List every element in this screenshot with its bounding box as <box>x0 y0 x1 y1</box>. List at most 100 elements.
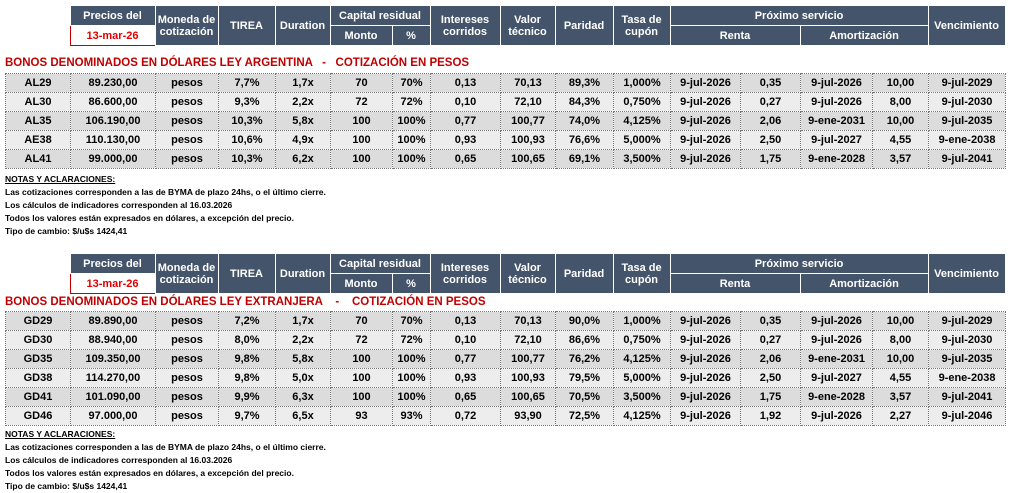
data-cell: 1,7x <box>275 73 331 93</box>
data-cell: 9-jul-2027 <box>800 130 873 150</box>
data-cell: 2,2x <box>275 92 331 112</box>
data-cell: 93 <box>330 406 393 426</box>
header-table: Precios del Moneda de cotización TIREA Dura… <box>5 253 1006 294</box>
data-cell: pesos <box>155 130 219 150</box>
data-cell: 9-jul-2026 <box>800 406 873 426</box>
data-cell: 72 <box>330 330 393 350</box>
data-row: AE38 110.130,00 pesos 10,6% 4,9x 100 100% 0,93 1… <box>5 130 1006 150</box>
data-cell: 70 <box>330 73 393 93</box>
data-cell: 9-ene-2028 <box>800 149 873 169</box>
data-cell: 100% <box>392 111 431 131</box>
data-cell: 76,2% <box>555 349 614 369</box>
data-cell: 72% <box>392 92 431 112</box>
data-cell: 9-jul-2029 <box>928 73 1006 93</box>
data-cell: 9-jul-2026 <box>800 92 873 112</box>
header-cell <box>5 273 70 294</box>
data-cell: 114.270,00 <box>70 368 156 388</box>
header-cell: Moneda de cotización <box>154 5 219 46</box>
data-cell: 9-jul-2026 <box>670 311 741 331</box>
header-cell: Precios del <box>69 253 156 274</box>
data-cell: 1,000% <box>613 311 671 331</box>
data-cell: 3,500% <box>613 149 671 169</box>
header-cell: Monto <box>329 273 393 294</box>
data-cell: 9-jul-2035 <box>928 349 1006 369</box>
data-cell: 72,5% <box>555 406 614 426</box>
data-cell: 0,93 <box>430 368 501 388</box>
data-cell: 6,3x <box>275 387 331 407</box>
header-table: Precios del Moneda de cotización TIREA Dura… <box>5 5 1006 46</box>
data-cell: 100% <box>392 368 431 388</box>
data-cell: GD41 <box>5 387 71 407</box>
data-cell: 2,27 <box>872 406 929 426</box>
data-cell: pesos <box>155 111 219 131</box>
data-cell: 9,8% <box>218 368 276 388</box>
header-cell: Intereses corridos <box>429 253 501 294</box>
data-cell: 79,5% <box>555 368 614 388</box>
data-cell: 72 <box>330 92 393 112</box>
note-line: Las cotizaciones corresponden a las de B… <box>5 187 326 197</box>
data-cell: 3,57 <box>872 387 929 407</box>
data-cell: 100 <box>330 387 393 407</box>
data-cell: 10,00 <box>872 73 929 93</box>
data-cell: 9-jul-2041 <box>928 387 1006 407</box>
data-cell: 1,75 <box>740 387 801 407</box>
data-row: AL30 86.600,00 pesos 9,3% 2,2x 72 72% 0,10 72,10… <box>5 92 1006 112</box>
data-cell: 0,35 <box>740 73 801 93</box>
data-cell: 4,9x <box>275 130 331 150</box>
data-cell: 100 <box>330 130 393 150</box>
header-row: 13-mar-26 Monto% Renta Amortización <box>5 25 1005 46</box>
data-cell: 0,72 <box>430 406 501 426</box>
data-cell: 8,00 <box>872 92 929 112</box>
header-cell: Vencimiento <box>927 5 1006 46</box>
data-cell: 9-ene-2038 <box>928 130 1006 150</box>
data-cell: 4,55 <box>872 130 929 150</box>
data-cell: 0,77 <box>430 111 501 131</box>
data-cell: 3,57 <box>872 149 929 169</box>
header-cell: TIREA <box>217 5 276 46</box>
note-line: Tipo de cambio: $/u$s 1424,41 <box>5 481 128 491</box>
data-cell: AL41 <box>5 149 71 169</box>
data-cell: 10,3% <box>218 111 276 131</box>
data-cell: 9,7% <box>218 406 276 426</box>
data-cell: 100 <box>330 111 393 131</box>
data-cell: 70,13 <box>500 311 556 331</box>
header-cell: Monto <box>329 25 393 46</box>
header-cell: Precios del <box>69 5 156 26</box>
data-cell: 100 <box>330 368 393 388</box>
section-title: BONOS DENOMINADOS EN DÓLARES LEY EXTRANJ… <box>5 296 486 308</box>
data-cell: pesos <box>155 330 219 350</box>
data-cell: 0,93 <box>430 130 501 150</box>
header-cell: Moneda de cotización <box>154 253 219 294</box>
data-cell: 10,00 <box>872 349 929 369</box>
data-cell: pesos <box>155 387 219 407</box>
data-cell: 70,13 <box>500 73 556 93</box>
data-cell: 86,6% <box>555 330 614 350</box>
data-cell: 0,750% <box>613 92 671 112</box>
data-cell: 100,77 <box>500 111 556 131</box>
data-cell: 84,3% <box>555 92 614 112</box>
header-cell: Próximo servicio <box>669 253 929 274</box>
data-cell: 9-jul-2026 <box>800 311 873 331</box>
data-cell: pesos <box>155 311 219 331</box>
data-row: GD38 114.270,00 pesos 9,8% 5,0x 100 100% 0,93 10… <box>5 368 1006 388</box>
data-cell: 9-jul-2030 <box>928 92 1006 112</box>
note-line: Las cotizaciones corresponden a las de B… <box>5 442 326 452</box>
header-cell: Intereses corridos <box>429 5 501 46</box>
data-cell: 1,7x <box>275 311 331 331</box>
note-line: Los cálculos de indicadores corresponden… <box>5 455 233 465</box>
data-cell: 70,5% <box>555 387 614 407</box>
data-cell: 4,55 <box>872 368 929 388</box>
data-cell: 9-jul-2026 <box>670 149 741 169</box>
data-row: GD29 89.890,00 pesos 7,2% 1,7x 70 70% 0,13 70,13… <box>5 311 1006 331</box>
data-cell: 100,65 <box>500 149 556 169</box>
data-cell: 9-jul-2026 <box>800 330 873 350</box>
data-cell: pesos <box>155 149 219 169</box>
data-cell: 70 <box>330 311 393 331</box>
header-row: 13-mar-26 Monto% Renta Amortización <box>5 273 1005 294</box>
data-cell: 9-jul-2026 <box>670 349 741 369</box>
data-cell: 6,5x <box>275 406 331 426</box>
data-cell: 76,6% <box>555 130 614 150</box>
data-cell: 100,77 <box>500 349 556 369</box>
data-cell: 5,000% <box>613 130 671 150</box>
data-cell: 9-jul-2026 <box>670 73 741 93</box>
